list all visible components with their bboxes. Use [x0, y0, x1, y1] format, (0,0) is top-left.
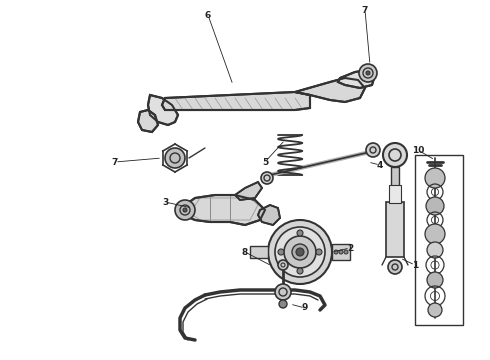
Text: 1: 1 — [412, 261, 418, 270]
Polygon shape — [295, 78, 365, 102]
Circle shape — [339, 250, 343, 254]
Text: 6: 6 — [205, 10, 211, 19]
Polygon shape — [258, 205, 280, 225]
Circle shape — [426, 197, 444, 215]
Circle shape — [278, 249, 284, 255]
Circle shape — [344, 250, 348, 254]
Bar — [332, 244, 350, 260]
Text: 10: 10 — [412, 145, 424, 154]
Bar — [415, 155, 463, 325]
Circle shape — [316, 249, 322, 255]
Text: 3: 3 — [162, 198, 168, 207]
Circle shape — [296, 248, 304, 256]
Polygon shape — [235, 182, 262, 200]
Circle shape — [334, 250, 338, 254]
Bar — [250, 246, 268, 258]
Circle shape — [275, 227, 325, 277]
Bar — [391, 167, 399, 202]
Circle shape — [268, 220, 332, 284]
Circle shape — [359, 64, 377, 82]
Circle shape — [425, 168, 445, 188]
Text: 8: 8 — [242, 248, 248, 257]
Text: 2: 2 — [347, 243, 353, 252]
Polygon shape — [138, 110, 158, 132]
Text: 7: 7 — [112, 158, 118, 166]
Circle shape — [165, 148, 185, 168]
Circle shape — [425, 224, 445, 244]
Circle shape — [279, 300, 287, 308]
Bar — [389, 185, 401, 203]
Polygon shape — [183, 195, 265, 225]
Circle shape — [175, 200, 195, 220]
Bar — [386, 202, 404, 257]
Circle shape — [427, 242, 443, 258]
Circle shape — [366, 143, 380, 157]
Circle shape — [366, 71, 370, 75]
Circle shape — [427, 272, 443, 288]
Circle shape — [297, 230, 303, 236]
Text: 5: 5 — [262, 158, 268, 166]
Circle shape — [275, 284, 291, 300]
Circle shape — [284, 236, 316, 268]
Text: 9: 9 — [302, 303, 308, 312]
Circle shape — [428, 303, 442, 317]
Polygon shape — [338, 70, 375, 88]
Polygon shape — [148, 95, 178, 125]
Circle shape — [183, 208, 187, 212]
Circle shape — [261, 172, 273, 184]
Circle shape — [278, 260, 288, 270]
Text: 7: 7 — [362, 5, 368, 14]
Circle shape — [388, 260, 402, 274]
Polygon shape — [162, 92, 310, 110]
Text: 4: 4 — [377, 161, 383, 170]
Circle shape — [383, 143, 407, 167]
Circle shape — [297, 268, 303, 274]
Circle shape — [292, 244, 308, 260]
